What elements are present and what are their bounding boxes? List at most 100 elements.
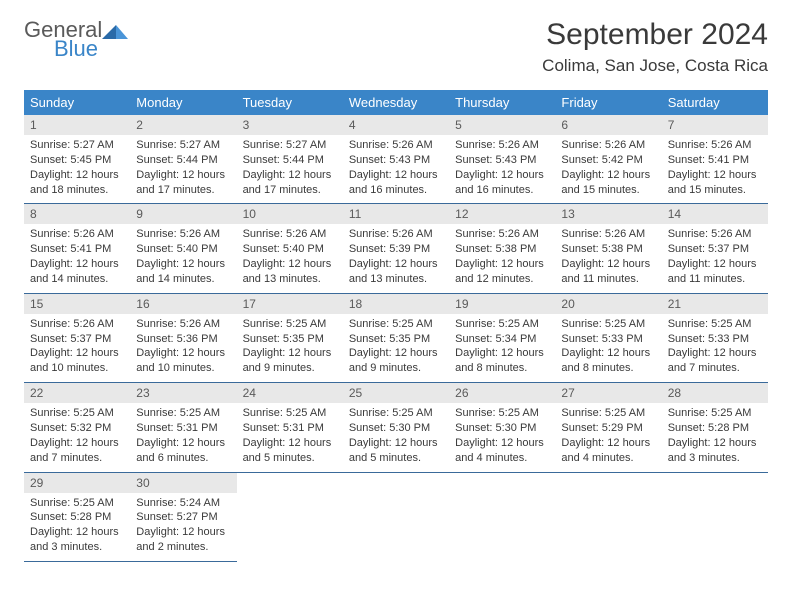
day-number: 5 xyxy=(449,115,555,135)
logo-word-blue: Blue xyxy=(54,37,102,60)
calendar-cell: 9Sunrise: 5:26 AMSunset: 5:40 PMDaylight… xyxy=(130,204,236,293)
day-number: 20 xyxy=(555,294,661,314)
day-details: Sunrise: 5:27 AMSunset: 5:45 PMDaylight:… xyxy=(24,135,130,197)
weekday-header: Saturday xyxy=(662,90,768,115)
calendar-cell: 23Sunrise: 5:25 AMSunset: 5:31 PMDayligh… xyxy=(130,383,236,472)
day-number: 19 xyxy=(449,294,555,314)
day-details: Sunrise: 5:25 AMSunset: 5:32 PMDaylight:… xyxy=(24,403,130,465)
day-number: 23 xyxy=(130,383,236,403)
calendar-cell: 24Sunrise: 5:25 AMSunset: 5:31 PMDayligh… xyxy=(237,383,343,472)
calendar-cell-empty xyxy=(555,473,661,562)
calendar-cell-empty xyxy=(343,473,449,562)
day-details: Sunrise: 5:26 AMSunset: 5:40 PMDaylight:… xyxy=(130,224,236,286)
calendar-cell: 6Sunrise: 5:26 AMSunset: 5:42 PMDaylight… xyxy=(555,115,661,204)
logo-text: General Blue xyxy=(24,18,102,60)
day-details: Sunrise: 5:26 AMSunset: 5:37 PMDaylight:… xyxy=(662,224,768,286)
day-number: 16 xyxy=(130,294,236,314)
calendar-cell: 5Sunrise: 5:26 AMSunset: 5:43 PMDaylight… xyxy=(449,115,555,204)
day-number: 28 xyxy=(662,383,768,403)
day-details: Sunrise: 5:25 AMSunset: 5:31 PMDaylight:… xyxy=(237,403,343,465)
header: General Blue September 2024 Colima, San … xyxy=(24,18,768,76)
calendar-cell: 26Sunrise: 5:25 AMSunset: 5:30 PMDayligh… xyxy=(449,383,555,472)
calendar-cell: 18Sunrise: 5:25 AMSunset: 5:35 PMDayligh… xyxy=(343,294,449,383)
day-number: 8 xyxy=(24,204,130,224)
calendar-cell: 17Sunrise: 5:25 AMSunset: 5:35 PMDayligh… xyxy=(237,294,343,383)
day-number: 17 xyxy=(237,294,343,314)
day-details: Sunrise: 5:25 AMSunset: 5:30 PMDaylight:… xyxy=(343,403,449,465)
day-details: Sunrise: 5:25 AMSunset: 5:35 PMDaylight:… xyxy=(237,314,343,376)
day-number: 7 xyxy=(662,115,768,135)
day-number: 13 xyxy=(555,204,661,224)
day-number: 1 xyxy=(24,115,130,135)
day-details: Sunrise: 5:25 AMSunset: 5:31 PMDaylight:… xyxy=(130,403,236,465)
day-details: Sunrise: 5:25 AMSunset: 5:28 PMDaylight:… xyxy=(24,493,130,555)
calendar-cell: 14Sunrise: 5:26 AMSunset: 5:37 PMDayligh… xyxy=(662,204,768,293)
day-number: 4 xyxy=(343,115,449,135)
day-details: Sunrise: 5:26 AMSunset: 5:38 PMDaylight:… xyxy=(555,224,661,286)
day-number: 27 xyxy=(555,383,661,403)
month-title: September 2024 xyxy=(542,18,768,52)
day-number: 24 xyxy=(237,383,343,403)
calendar-cell-empty xyxy=(237,473,343,562)
day-details: Sunrise: 5:26 AMSunset: 5:41 PMDaylight:… xyxy=(24,224,130,286)
calendar-cell: 1Sunrise: 5:27 AMSunset: 5:45 PMDaylight… xyxy=(24,115,130,204)
day-number: 29 xyxy=(24,473,130,493)
weekday-header: Friday xyxy=(555,90,661,115)
day-number: 12 xyxy=(449,204,555,224)
title-block: September 2024 Colima, San Jose, Costa R… xyxy=(542,18,768,76)
calendar-cell: 22Sunrise: 5:25 AMSunset: 5:32 PMDayligh… xyxy=(24,383,130,472)
calendar-cell-empty xyxy=(449,473,555,562)
day-details: Sunrise: 5:26 AMSunset: 5:39 PMDaylight:… xyxy=(343,224,449,286)
day-details: Sunrise: 5:26 AMSunset: 5:43 PMDaylight:… xyxy=(449,135,555,197)
calendar-cell: 28Sunrise: 5:25 AMSunset: 5:28 PMDayligh… xyxy=(662,383,768,472)
calendar-cell: 13Sunrise: 5:26 AMSunset: 5:38 PMDayligh… xyxy=(555,204,661,293)
day-number: 2 xyxy=(130,115,236,135)
day-details: Sunrise: 5:25 AMSunset: 5:33 PMDaylight:… xyxy=(662,314,768,376)
day-details: Sunrise: 5:26 AMSunset: 5:38 PMDaylight:… xyxy=(449,224,555,286)
calendar-cell: 8Sunrise: 5:26 AMSunset: 5:41 PMDaylight… xyxy=(24,204,130,293)
weekday-header: Sunday xyxy=(24,90,130,115)
day-details: Sunrise: 5:27 AMSunset: 5:44 PMDaylight:… xyxy=(130,135,236,197)
day-number: 3 xyxy=(237,115,343,135)
day-details: Sunrise: 5:26 AMSunset: 5:43 PMDaylight:… xyxy=(343,135,449,197)
day-number: 15 xyxy=(24,294,130,314)
day-number: 30 xyxy=(130,473,236,493)
day-details: Sunrise: 5:26 AMSunset: 5:36 PMDaylight:… xyxy=(130,314,236,376)
day-details: Sunrise: 5:25 AMSunset: 5:33 PMDaylight:… xyxy=(555,314,661,376)
weekday-header: Thursday xyxy=(449,90,555,115)
logo: General Blue xyxy=(24,18,128,60)
logo-mark-icon xyxy=(102,21,128,43)
calendar-cell: 12Sunrise: 5:26 AMSunset: 5:38 PMDayligh… xyxy=(449,204,555,293)
day-details: Sunrise: 5:24 AMSunset: 5:27 PMDaylight:… xyxy=(130,493,236,555)
calendar-cell: 15Sunrise: 5:26 AMSunset: 5:37 PMDayligh… xyxy=(24,294,130,383)
location: Colima, San Jose, Costa Rica xyxy=(542,56,768,76)
calendar-cell: 2Sunrise: 5:27 AMSunset: 5:44 PMDaylight… xyxy=(130,115,236,204)
day-details: Sunrise: 5:25 AMSunset: 5:34 PMDaylight:… xyxy=(449,314,555,376)
day-number: 26 xyxy=(449,383,555,403)
day-number: 21 xyxy=(662,294,768,314)
calendar-cell: 19Sunrise: 5:25 AMSunset: 5:34 PMDayligh… xyxy=(449,294,555,383)
calendar-cell: 16Sunrise: 5:26 AMSunset: 5:36 PMDayligh… xyxy=(130,294,236,383)
calendar-cell: 11Sunrise: 5:26 AMSunset: 5:39 PMDayligh… xyxy=(343,204,449,293)
day-details: Sunrise: 5:26 AMSunset: 5:42 PMDaylight:… xyxy=(555,135,661,197)
day-number: 14 xyxy=(662,204,768,224)
calendar-cell: 29Sunrise: 5:25 AMSunset: 5:28 PMDayligh… xyxy=(24,473,130,562)
day-details: Sunrise: 5:26 AMSunset: 5:37 PMDaylight:… xyxy=(24,314,130,376)
day-details: Sunrise: 5:25 AMSunset: 5:29 PMDaylight:… xyxy=(555,403,661,465)
day-number: 11 xyxy=(343,204,449,224)
day-details: Sunrise: 5:25 AMSunset: 5:30 PMDaylight:… xyxy=(449,403,555,465)
day-number: 25 xyxy=(343,383,449,403)
calendar-body: 1Sunrise: 5:27 AMSunset: 5:45 PMDaylight… xyxy=(24,115,768,562)
calendar-cell: 27Sunrise: 5:25 AMSunset: 5:29 PMDayligh… xyxy=(555,383,661,472)
day-details: Sunrise: 5:27 AMSunset: 5:44 PMDaylight:… xyxy=(237,135,343,197)
day-number: 10 xyxy=(237,204,343,224)
weekday-header: Wednesday xyxy=(343,90,449,115)
calendar-cell-empty xyxy=(662,473,768,562)
calendar-cell: 4Sunrise: 5:26 AMSunset: 5:43 PMDaylight… xyxy=(343,115,449,204)
day-details: Sunrise: 5:25 AMSunset: 5:28 PMDaylight:… xyxy=(662,403,768,465)
calendar-cell: 30Sunrise: 5:24 AMSunset: 5:27 PMDayligh… xyxy=(130,473,236,562)
calendar-cell: 21Sunrise: 5:25 AMSunset: 5:33 PMDayligh… xyxy=(662,294,768,383)
calendar-cell: 20Sunrise: 5:25 AMSunset: 5:33 PMDayligh… xyxy=(555,294,661,383)
calendar-cell: 10Sunrise: 5:26 AMSunset: 5:40 PMDayligh… xyxy=(237,204,343,293)
weekday-header: Tuesday xyxy=(237,90,343,115)
